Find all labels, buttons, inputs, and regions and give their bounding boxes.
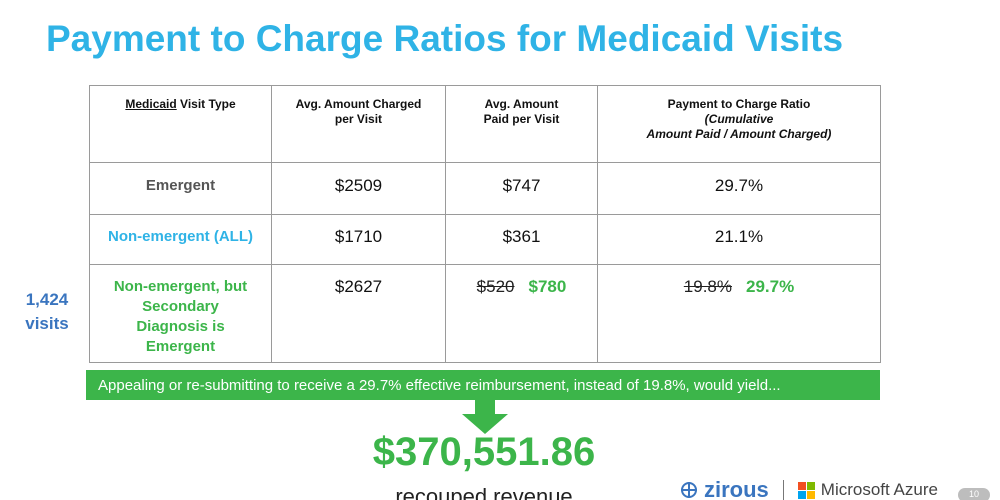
paid-emergent: $747	[445, 162, 598, 215]
table-row-secondary-emergent: Non-emergent, but Secondary Diagnosis is…	[89, 264, 881, 363]
ratio-table: Medicaid Visit Type Avg. Amount Charged …	[89, 85, 881, 363]
visit-type-secondary-line1: Non-emergent, but	[113, 278, 248, 295]
ratio-nonemergent-all: 21.1%	[597, 214, 881, 265]
header-avg-paid-line1: Avg. Amount	[484, 97, 559, 111]
zirous-mark-icon	[681, 482, 697, 498]
table-header-row: Medicaid Visit Type Avg. Amount Charged …	[89, 85, 881, 163]
paid-new-value: $780	[528, 277, 567, 296]
zirous-logo: zirous	[680, 477, 769, 500]
header-visit-type-rest: Visit Type	[176, 97, 236, 111]
visit-type-secondary-emergent: Non-emergent, but Secondary Diagnosis is…	[89, 264, 272, 363]
recouped-label: recouped revenue	[395, 484, 573, 500]
visits-count: 1,424	[25, 290, 69, 309]
visits-label: visits	[25, 314, 69, 333]
ratio-old-value: 19.8%	[683, 277, 732, 296]
header-visit-type: Medicaid Visit Type	[89, 85, 272, 163]
header-avg-paid-line2: Paid per Visit	[483, 112, 560, 126]
visit-type-secondary-line4: Emergent	[145, 338, 216, 355]
ratio-secondary-emergent: 19.8% 29.7%	[597, 264, 881, 363]
table-row-nonemergent-all: Non-emergent (ALL) $1710 $361 21.1%	[89, 214, 881, 265]
reimbursement-banner: Appealing or re-submitting to receive a …	[86, 370, 880, 400]
ratio-new-value: 29.7%	[746, 277, 795, 296]
header-ratio-line3: Amount Paid / Amount Charged)	[646, 127, 832, 141]
slide-title: Payment to Charge Ratios for Medicaid Vi…	[46, 18, 844, 59]
header-ratio-line2: (Cumulative	[704, 112, 774, 126]
footer-logos: zirous Microsoft Azure	[680, 477, 938, 500]
microsoft-azure-wordmark: Microsoft Azure	[820, 480, 938, 499]
header-avg-charged: Avg. Amount Charged per Visit	[271, 85, 446, 163]
microsoft-squares-icon	[797, 481, 815, 499]
visit-type-secondary-line2: Secondary	[142, 298, 219, 315]
header-ratio-line1: Payment to Charge Ratio	[667, 97, 811, 111]
paid-nonemergent-all: $361	[445, 214, 598, 265]
visit-type-secondary-line3: Diagnosis is	[136, 318, 225, 335]
ratio-emergent: 29.7%	[597, 162, 881, 215]
down-arrow-icon	[462, 400, 508, 434]
zirous-wordmark: zirous	[704, 477, 769, 500]
charged-emergent: $2509	[271, 162, 446, 215]
visits-callout: 1,424 visits	[14, 288, 80, 336]
table-row-emergent: Emergent $2509 $747 29.7%	[89, 162, 881, 215]
page-number: 10	[958, 488, 990, 500]
header-ratio: Payment to Charge Ratio (Cumulative Amou…	[597, 85, 881, 163]
microsoft-azure-logo: Microsoft Azure	[797, 480, 938, 500]
paid-old-value: $520	[476, 277, 515, 296]
charged-secondary-emergent: $2627	[271, 264, 446, 363]
visit-type-emergent: Emergent	[89, 162, 272, 215]
header-avg-charged-line1: Avg. Amount Charged	[295, 97, 422, 111]
header-avg-charged-line2: per Visit	[334, 112, 383, 126]
footer-divider	[782, 480, 784, 500]
recouped-amount: $370,551.86	[372, 430, 596, 474]
header-medicaid-underlined: Medicaid	[125, 97, 177, 111]
header-avg-paid: Avg. Amount Paid per Visit	[445, 85, 598, 163]
paid-secondary-emergent: $520 $780	[445, 264, 598, 363]
charged-nonemergent-all: $1710	[271, 214, 446, 265]
visit-type-nonemergent-all: Non-emergent (ALL)	[89, 214, 272, 265]
